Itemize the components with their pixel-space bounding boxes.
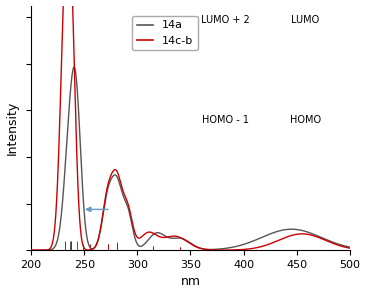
Text: HOMO: HOMO [290, 115, 321, 125]
Legend: 14a, 14c-b: 14a, 14c-b [132, 16, 198, 51]
Text: LUMO: LUMO [291, 15, 320, 25]
X-axis label: nm: nm [180, 275, 201, 288]
Text: LUMO + 2: LUMO + 2 [201, 15, 250, 25]
Text: HOMO - 1: HOMO - 1 [202, 115, 249, 125]
Y-axis label: Intensity: Intensity [5, 101, 19, 155]
